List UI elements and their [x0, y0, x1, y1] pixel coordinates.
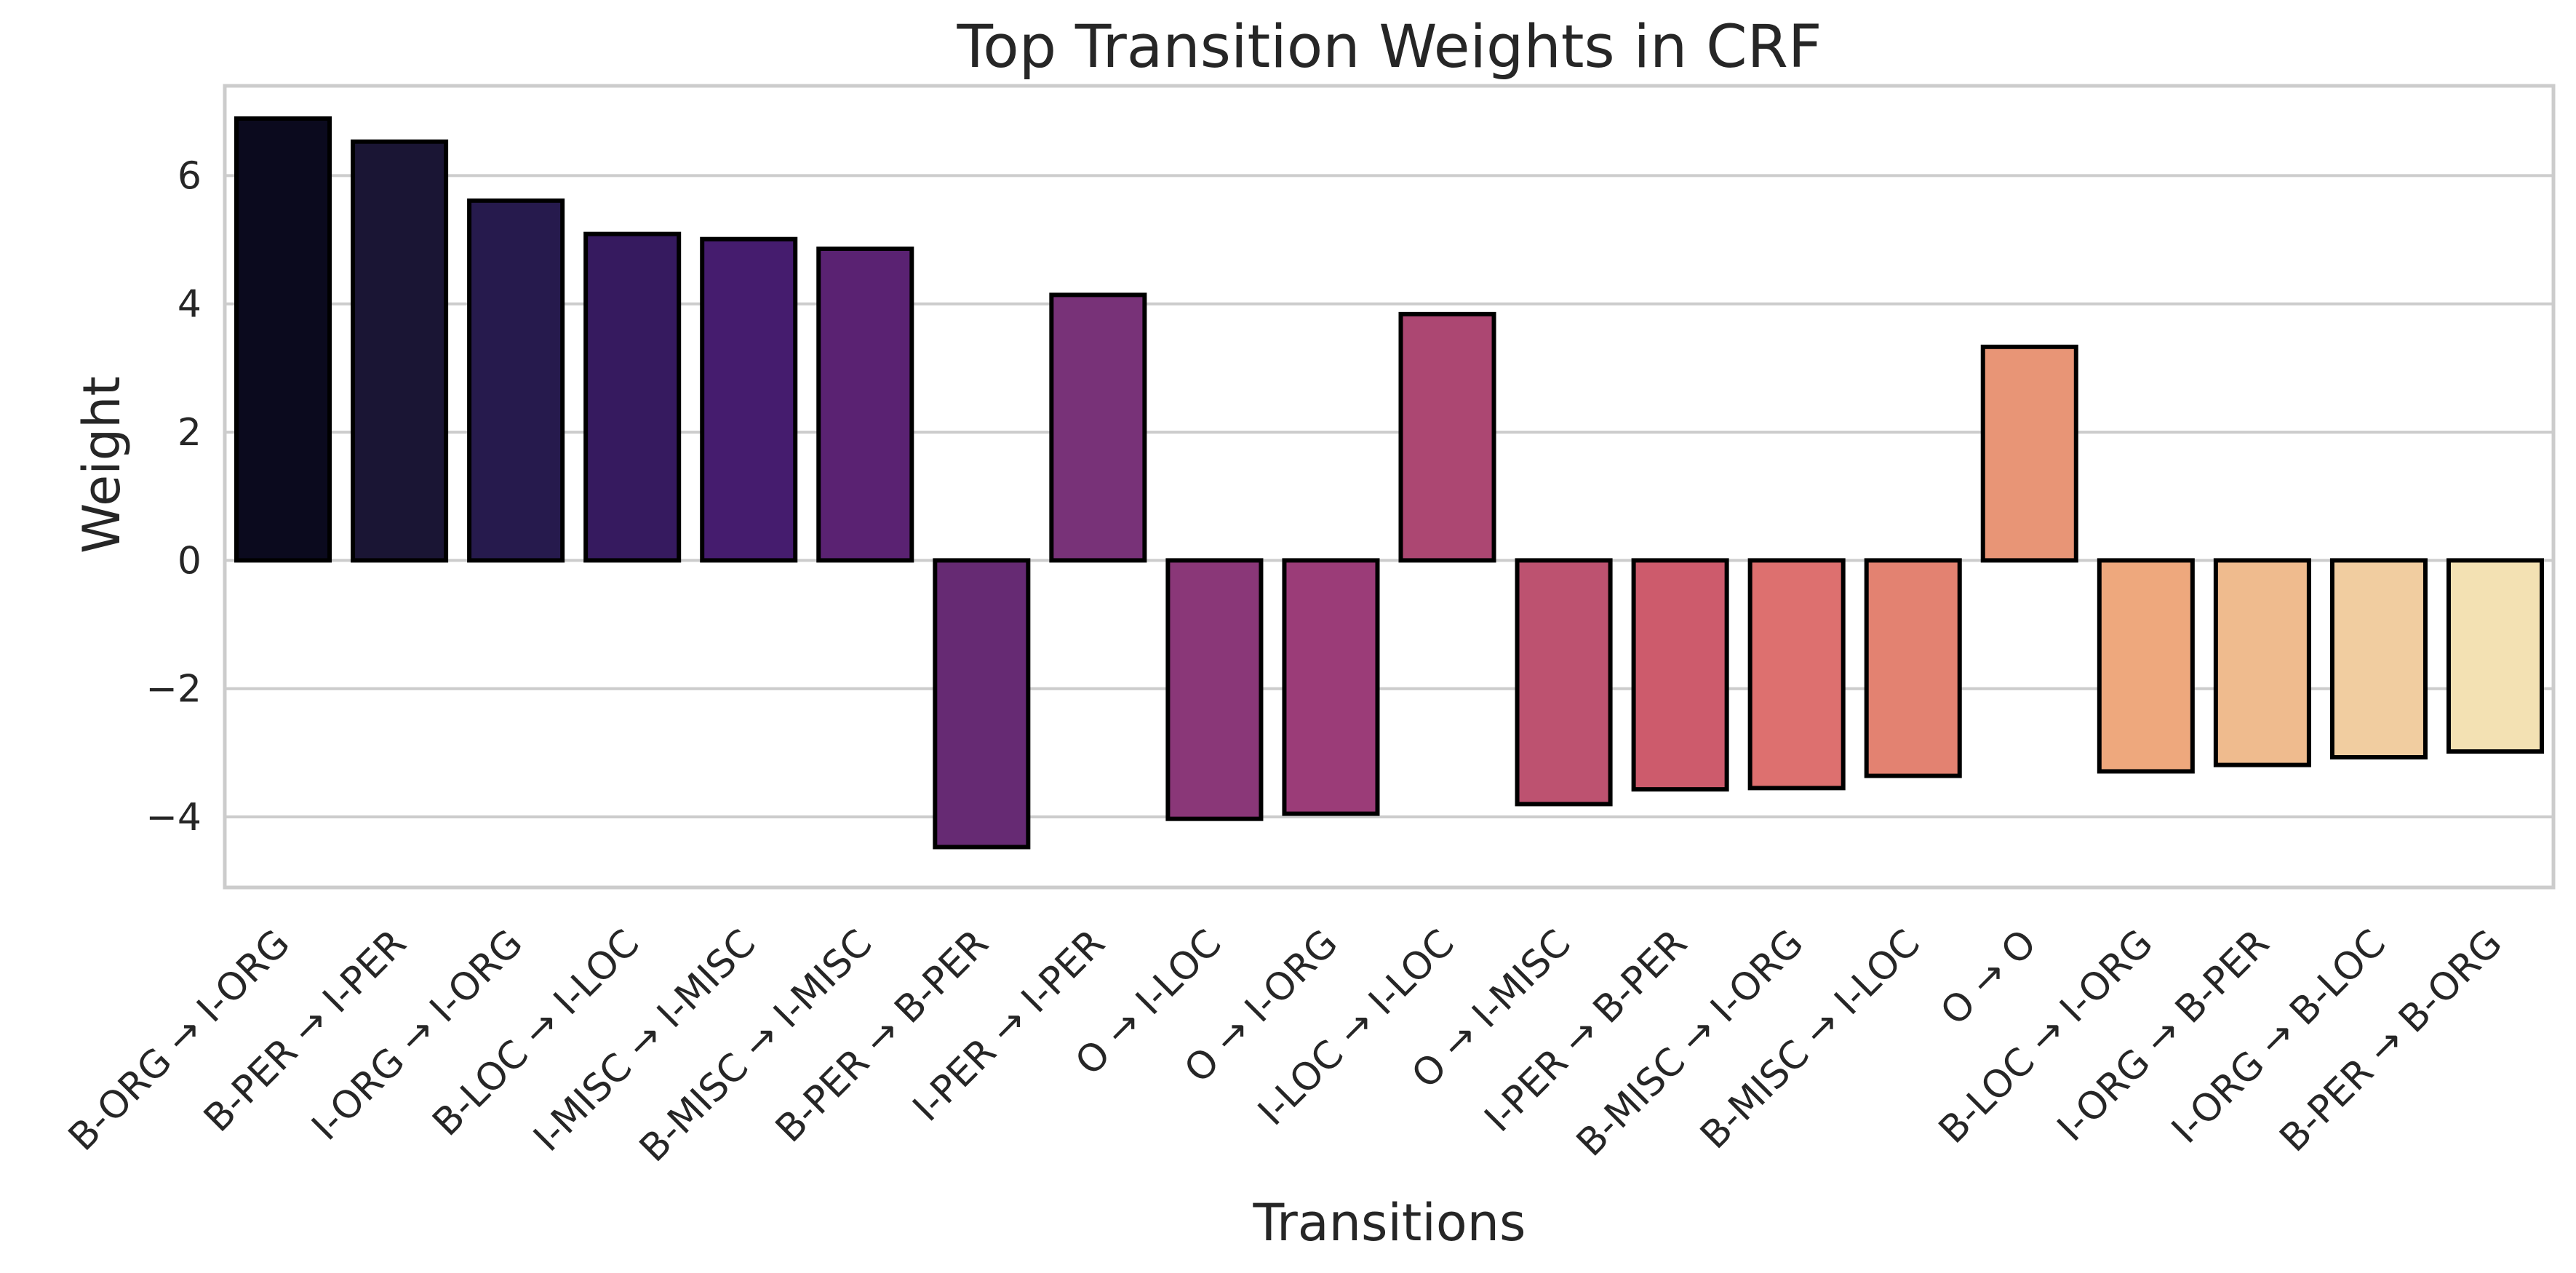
x-tick-label: O → O — [1932, 922, 2045, 1034]
y-axis-label: Weight — [72, 376, 132, 554]
plot-frame — [223, 84, 2556, 890]
bar — [2097, 558, 2195, 774]
y-tick-label: 6 — [178, 154, 202, 198]
x-tick-label: B-PER → B-ORG — [2272, 922, 2511, 1161]
gridlines — [225, 174, 2553, 819]
bar — [467, 198, 565, 563]
y-tick-label: 2 — [178, 411, 202, 455]
x-tick-label: I-PER → B-PER — [1477, 922, 1696, 1141]
y-tick-label: 4 — [178, 283, 202, 327]
bar — [2446, 558, 2544, 754]
x-tick-label: I-ORG → B-PER — [2049, 922, 2278, 1150]
x-tick-label: B-PER → B-PER — [767, 922, 997, 1152]
bar — [1398, 311, 1496, 563]
x-tick-label: I-LOC → I-LOC — [1250, 922, 1462, 1134]
bar — [1631, 558, 1729, 792]
bar — [1747, 558, 1846, 791]
x-tick-label: B-ORG → I-ORG — [60, 922, 298, 1160]
bar — [2213, 558, 2311, 767]
x-tick-label: B-PER → I-PER — [196, 922, 415, 1141]
x-tick-label: B-MISC → I-LOC — [1692, 922, 1929, 1158]
x-tick-label: I-MISC → I-MISC — [525, 922, 764, 1160]
bar — [1980, 344, 2078, 563]
chart-title: Top Transition Weights in CRF — [956, 13, 1822, 81]
bar — [583, 231, 682, 563]
bar — [1282, 558, 1380, 816]
bar — [1515, 558, 1613, 807]
y-tick-label: 0 — [178, 539, 202, 583]
bar — [933, 558, 1031, 850]
y-tick-label: −4 — [145, 796, 202, 839]
bar — [2329, 558, 2428, 760]
x-tick-label: B-LOC → I-ORG — [1931, 922, 2161, 1152]
bar — [351, 139, 449, 563]
x-tick-label: I-ORG → B-LOC — [2164, 922, 2394, 1152]
bars — [234, 116, 2544, 850]
bar — [700, 236, 798, 563]
x-axis-label: Transitions — [1253, 1193, 1526, 1253]
bar — [816, 246, 914, 563]
y-tick-labels: −4 −2 0 2 4 6 — [145, 154, 202, 839]
y-tick-label: −2 — [145, 668, 202, 711]
bar — [1165, 558, 1264, 821]
bar — [234, 116, 332, 563]
x-tick-label: I-ORG → I-ORG — [303, 922, 531, 1149]
bar — [1049, 292, 1147, 563]
bar — [1864, 558, 1962, 778]
x-tick-label: B-LOC → I-LOC — [425, 922, 648, 1145]
